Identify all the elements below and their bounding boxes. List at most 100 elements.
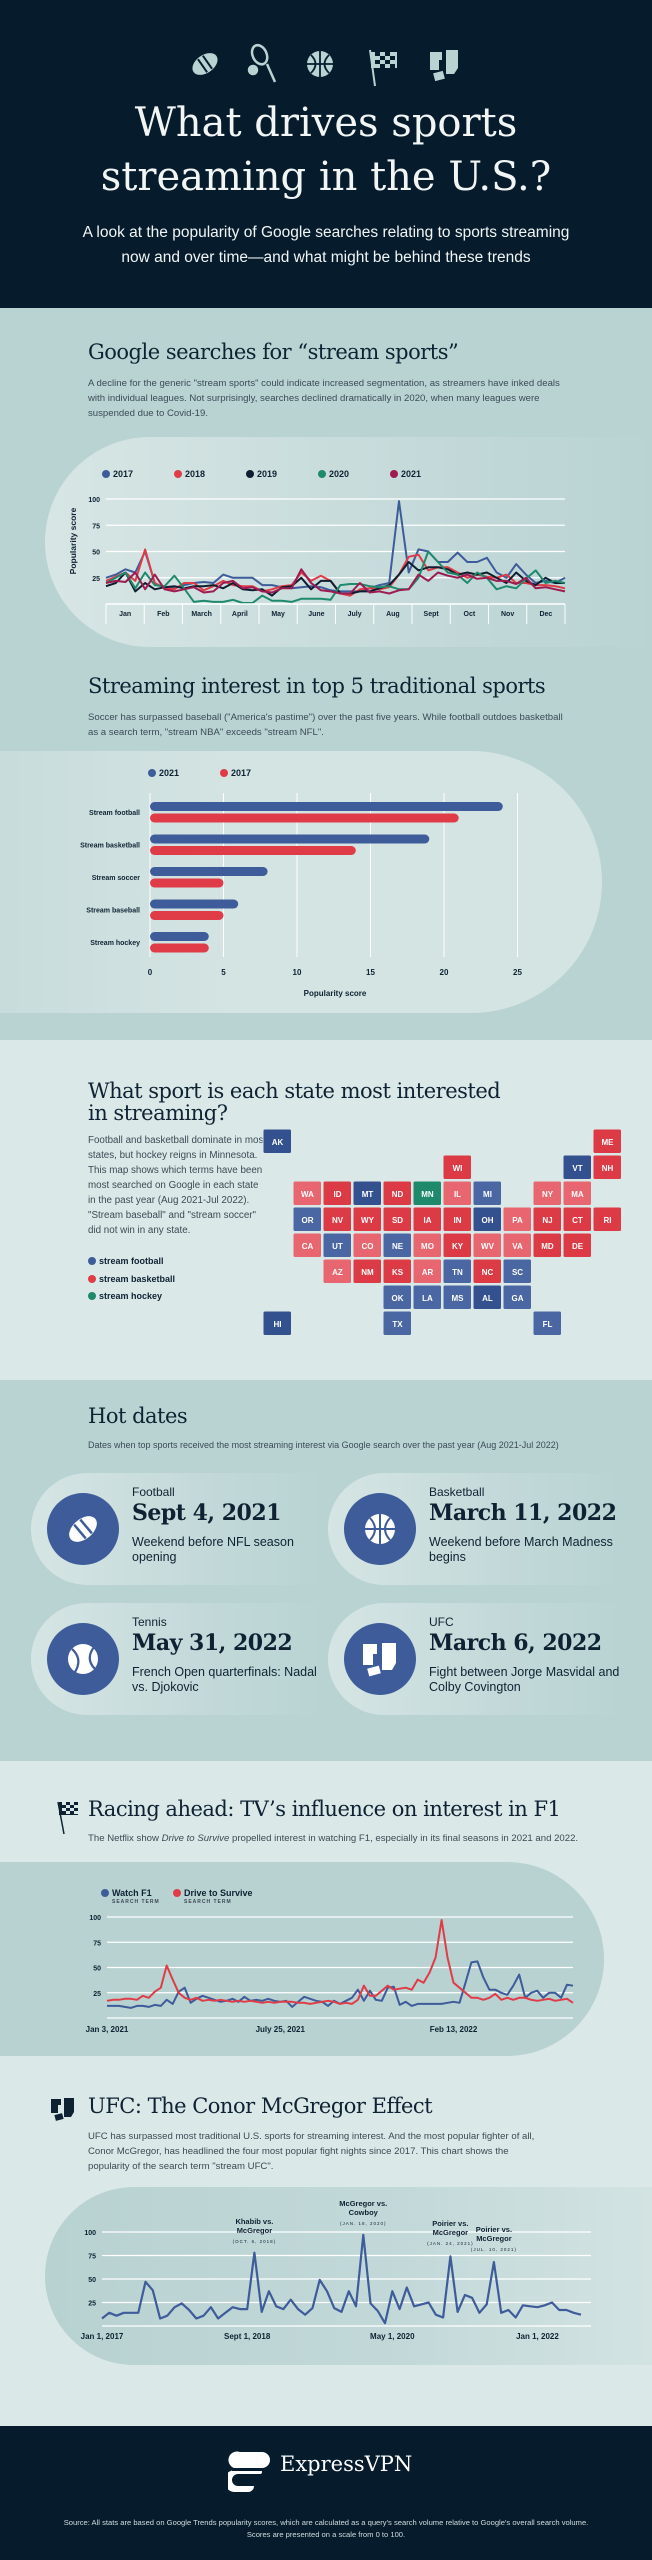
x-tick-label: Oct — [464, 611, 476, 618]
y-tick-label: 75 — [88, 2254, 96, 2261]
state-ga: GA — [502, 1284, 532, 1310]
state-tile — [262, 1310, 292, 1336]
state-label: FL — [543, 1320, 553, 1329]
legend-label: 2021 — [159, 768, 180, 778]
state-hi: HI — [262, 1310, 292, 1336]
state-label: AR — [422, 1268, 434, 1277]
state-tile — [382, 1284, 412, 1310]
state-ca: CA — [292, 1232, 322, 1258]
legend-item: 2017 — [102, 469, 133, 479]
legend-label: stream hockey — [99, 1291, 163, 1301]
ufc-title: UFC: The Conor McGregor Effect — [88, 2094, 433, 2118]
state-tile — [352, 1206, 382, 1232]
legend-dot — [173, 1889, 181, 1897]
state-label: UT — [332, 1242, 343, 1251]
legend-label: stream football — [99, 1256, 164, 1266]
state-label: MN — [421, 1190, 434, 1199]
state-mt: MT — [352, 1180, 382, 1206]
state-tile — [442, 1232, 472, 1258]
state-co: CO — [352, 1232, 382, 1258]
x-tick-label: Aug — [386, 611, 400, 618]
source-line-2: Scores are presented on a scale from 0 t… — [246, 2530, 406, 2539]
sport-label: Basketball — [429, 1485, 485, 1499]
state-label: IA — [424, 1216, 432, 1225]
state-ut: UT — [322, 1232, 352, 1258]
state-label: WY — [361, 1216, 375, 1225]
description-line: This map shows which terms have been — [88, 1165, 263, 1176]
y-tick-label: 25 — [92, 576, 100, 583]
state-tile — [292, 1206, 322, 1232]
hot-date: May 31, 2022 — [132, 1630, 293, 1656]
state-tile — [562, 1180, 592, 1206]
title-line-1: What drives sports — [134, 100, 518, 146]
subtitle-line-2: now and over time—and what might be behi… — [121, 249, 531, 266]
state-tile — [382, 1310, 412, 1336]
state-wi: WI — [442, 1154, 472, 1180]
series-line-stream-ufc — [101, 2233, 582, 2325]
state-tile — [322, 1180, 352, 1206]
state-ct: CT — [562, 1206, 592, 1232]
state-tile — [532, 1232, 562, 1258]
legend-item-hockey: stream hockey — [88, 1291, 162, 1301]
legend-sublabel: SEARCH TERM — [112, 1899, 160, 1905]
legend-dot — [88, 1292, 96, 1300]
y-tick-label: 75 — [93, 1940, 101, 1947]
state-label: ND — [392, 1190, 404, 1199]
tennis-ball-icon — [47, 1623, 119, 1695]
legend-label: 2017 — [231, 768, 252, 778]
state-sd: SD — [382, 1206, 412, 1232]
x-tick-label: Sept — [424, 611, 440, 618]
subtitle-line-1: A look at the popularity of Google searc… — [82, 224, 570, 241]
x-tick-label: April — [232, 611, 248, 618]
description-line: did not win in any state. — [88, 1225, 191, 1236]
state-label: MS — [452, 1294, 465, 1303]
state-label: MI — [483, 1190, 492, 1199]
state-label: PA — [512, 1216, 523, 1225]
source-note: Source: All stats are based on Google Tr… — [0, 2517, 652, 2541]
x-tick-label: Jan 1, 2017 — [81, 2332, 124, 2341]
legend-label: 2021 — [401, 469, 422, 479]
state-tile — [382, 1206, 412, 1232]
state-label: NY — [542, 1190, 554, 1199]
hot-date-card-basketball: Basketball March 11, 2022 Weekend before M… — [328, 1473, 618, 1585]
legend-label: 2018 — [185, 469, 206, 479]
state-tile — [412, 1284, 442, 1310]
f1-title: Racing ahead: TV’s influence on interest… — [88, 1797, 561, 1821]
state-label: OH — [482, 1216, 494, 1225]
hot-date-description: Weekend before NFL season opening — [132, 1535, 294, 1564]
legend-dot — [220, 769, 228, 777]
state-label: LA — [422, 1294, 433, 1303]
state-label: TX — [392, 1320, 403, 1329]
y-tick-label: 100 — [89, 1915, 101, 1922]
ufc-chart-panel — [45, 2187, 652, 2365]
state-label: MD — [541, 1242, 554, 1251]
state-tile — [562, 1206, 592, 1232]
x-tick-label: 15 — [366, 968, 375, 977]
annotation-label: McGregor vs. — [339, 2199, 387, 2208]
state-label: AK — [272, 1138, 284, 1147]
state-label: SD — [392, 1216, 403, 1225]
state-tile — [352, 1258, 382, 1284]
ufc-description: UFC has surpassed most traditional U.S. … — [88, 2131, 535, 2172]
title-line-2: streaming in the U.S.? — [100, 154, 552, 200]
state-nh: NH — [592, 1154, 622, 1180]
series-line-2021 — [105, 568, 566, 595]
state-label: ID — [334, 1190, 342, 1199]
x-tick-label: Feb — [157, 611, 169, 618]
state-label: KY — [452, 1242, 464, 1251]
hot-dates-title: Hot dates — [88, 1404, 188, 1428]
state-label: OK — [392, 1294, 404, 1303]
legend-dot — [88, 1274, 96, 1283]
state-label: AZ — [332, 1268, 343, 1277]
hot-date-card-ufc: UFC March 6, 2022 Fight between Jorge Masv… — [328, 1603, 619, 1715]
state-tile — [412, 1232, 442, 1258]
state-tile — [592, 1206, 622, 1232]
legend-dot — [101, 1889, 109, 1897]
tennis-icon — [247, 43, 277, 83]
legend-label: 2017 — [113, 469, 134, 479]
description-line: Football and basketball dominate in most — [88, 1135, 267, 1146]
state-tile — [352, 1232, 382, 1258]
state-mi: MI — [472, 1180, 502, 1206]
ufc-gloves-icon — [430, 50, 458, 82]
category-label: Stream hockey — [90, 940, 140, 947]
